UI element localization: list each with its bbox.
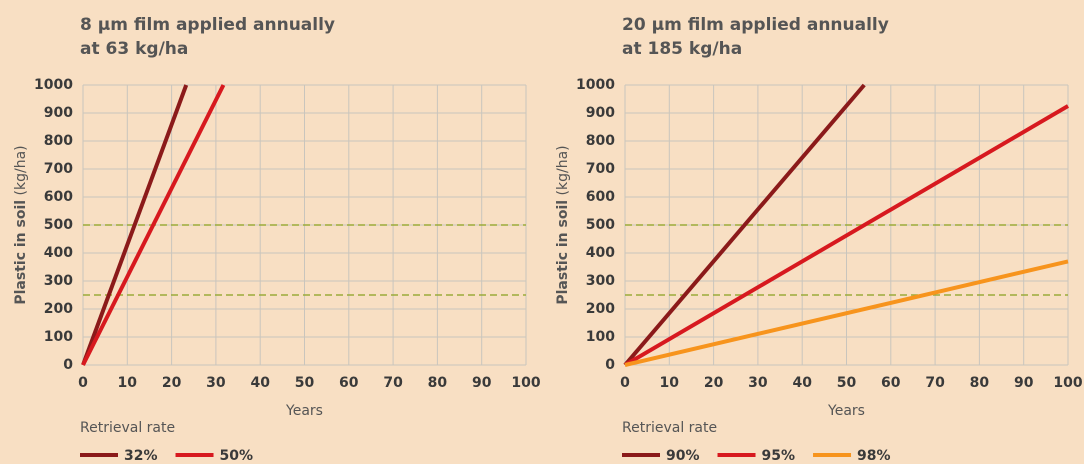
y-tick-label: 1000 — [576, 77, 615, 93]
chart-title: at 63 kg/ha — [80, 39, 188, 59]
x-tick-label: 90 — [1014, 375, 1034, 391]
y-tick-label: 700 — [586, 161, 615, 177]
x-tick-label: 40 — [792, 375, 812, 391]
line — [623, 104, 1070, 367]
line — [623, 83, 866, 367]
x-tick-label: 10 — [660, 375, 680, 391]
y-tick-label: 500 — [44, 217, 73, 233]
x-tick-label: 40 — [250, 375, 270, 391]
x-tick-label: 10 — [118, 375, 138, 391]
x-tick-label: 20 — [704, 375, 724, 391]
x-tick-label: 0 — [620, 375, 630, 391]
chart-title: 8 µm film applied annually — [80, 15, 335, 35]
x-axis-label: Years — [285, 403, 323, 419]
x-tick-label: 50 — [837, 375, 857, 391]
y-tick-label: 600 — [586, 189, 615, 205]
x-tick-label: 90 — [472, 375, 492, 391]
y-axis-label-unit: (kg/ha) — [13, 145, 29, 195]
y-tick-label: 200 — [44, 301, 73, 317]
y-tick-label: 400 — [44, 245, 73, 261]
y-tick-label: 100 — [586, 329, 615, 345]
y-tick-label: 800 — [586, 133, 615, 149]
x-tick-label: 20 — [162, 375, 182, 391]
x-tick-label: 60 — [339, 375, 359, 391]
legend-label: 95% — [762, 448, 796, 464]
x-tick-label: 80 — [428, 375, 448, 391]
x-tick-label: 100 — [511, 375, 540, 391]
x-tick-label: 60 — [881, 375, 901, 391]
chart: 8 µm film applied annually at 63 kg/ha 0 10… — [13, 15, 541, 464]
legend-label: 50% — [220, 448, 254, 464]
y-tick-label: 600 — [44, 189, 73, 205]
y-tick-label: 100 — [44, 329, 73, 345]
legend-label: 98% — [857, 448, 891, 464]
y-tick-label: 700 — [44, 161, 73, 177]
y-tick-label: 400 — [586, 245, 615, 261]
y-tick-label: 800 — [44, 133, 73, 149]
chart: 20 µm film applied annually at 185 kg/ha 0… — [555, 15, 1083, 464]
y-tick-label: 0 — [605, 357, 615, 373]
x-tick-label: 80 — [970, 375, 990, 391]
line — [81, 84, 189, 366]
y-axis-label-main: Plastic in soil — [13, 200, 29, 305]
y-tick-label: 500 — [586, 217, 615, 233]
legend-label: 90% — [666, 448, 700, 464]
y-axis-label-unit: (kg/ha) — [555, 145, 571, 195]
y-axis-label-main: Plastic in soil — [555, 200, 571, 305]
y-tick-label: 300 — [586, 273, 615, 289]
y-tick-label: 900 — [44, 105, 73, 121]
y-tick-label: 200 — [586, 301, 615, 317]
chart-title: at 185 kg/ha — [622, 39, 742, 59]
x-tick-label: 50 — [295, 375, 315, 391]
legend-label: 32% — [124, 448, 158, 464]
line — [81, 84, 226, 366]
x-tick-label: 30 — [748, 375, 768, 391]
x-tick-label: 70 — [383, 375, 403, 391]
line — [624, 259, 1069, 367]
x-tick-label: 70 — [925, 375, 945, 391]
x-tick-label: 100 — [1053, 375, 1082, 391]
x-axis-label: Years — [827, 403, 865, 419]
x-tick-label: 30 — [206, 375, 226, 391]
y-axis-label: Plastic in soil (kg/ha) — [13, 145, 29, 304]
y-tick-label: 1000 — [34, 77, 73, 93]
x-tick-label: 0 — [78, 375, 88, 391]
y-axis-label: Plastic in soil (kg/ha) — [555, 145, 571, 304]
y-tick-label: 0 — [63, 357, 73, 373]
y-tick-label: 900 — [586, 105, 615, 121]
chart-title: 20 µm film applied annually — [622, 15, 889, 35]
legend-title: Retrieval rate — [622, 420, 717, 436]
y-tick-label: 300 — [44, 273, 73, 289]
legend-title: Retrieval rate — [80, 420, 175, 436]
